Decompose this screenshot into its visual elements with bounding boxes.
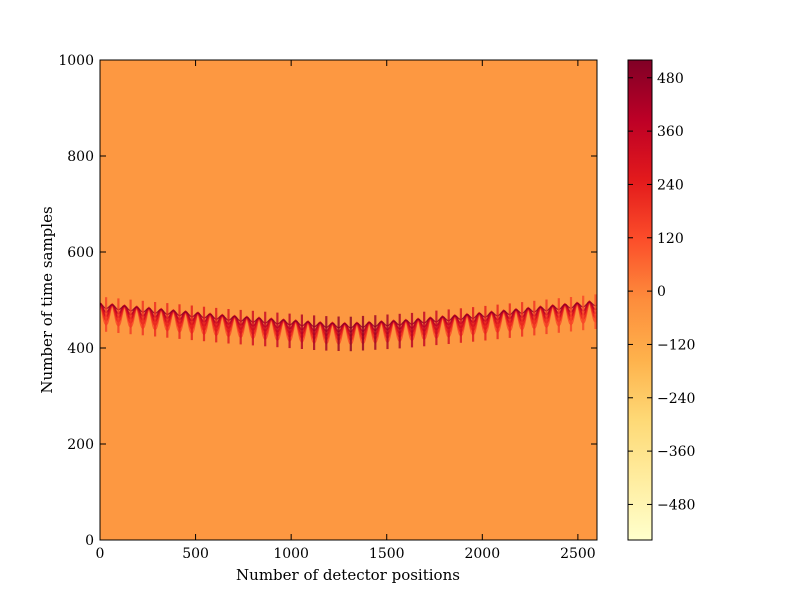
colorbar-frame [627, 59, 653, 541]
colorbar-tick-label: −360 [657, 444, 695, 460]
x-tick-label: 0 [96, 546, 105, 562]
x-axis-label: Number of detector positions [236, 566, 460, 584]
colorbar-tick-label: 0 [657, 284, 666, 300]
colorbar-tick-label: 360 [657, 124, 684, 140]
colorbar-tick-label: −240 [657, 391, 695, 407]
plot-background [100, 60, 597, 540]
x-tick-label: 2500 [560, 546, 596, 562]
colorbar: 480 360 240 120 0 −120 −240 −360 −480 [627, 59, 695, 541]
y-tick-label: 200 [67, 437, 94, 453]
x-tick-label: 500 [182, 546, 209, 562]
band-contour [100, 301, 597, 329]
colorbar-ticks: 480 360 240 120 0 −120 −240 −360 −480 [628, 71, 695, 513]
signal-band [100, 294, 597, 352]
x-tick-label: 1500 [369, 546, 405, 562]
y-tick-label: 1000 [58, 53, 94, 69]
x-tick-label: 2000 [464, 546, 500, 562]
colorbar-tick-label: −120 [657, 337, 695, 353]
y-tick-label: 0 [85, 533, 94, 549]
plot-area [99, 59, 598, 541]
y-tick-label: 400 [67, 341, 94, 357]
colorbar-tick-label: 120 [657, 231, 684, 247]
y-axis-label: Number of time samples [38, 206, 56, 393]
y-tick-label: 600 [67, 245, 94, 261]
y-axis: 0 200 400 600 800 1000 [58, 53, 597, 549]
colorbar-tick-label: 480 [657, 71, 684, 87]
colorbar-tick-label: 240 [657, 177, 684, 193]
x-tick-label: 1000 [273, 546, 309, 562]
colorbar-tick-label: −480 [657, 497, 695, 513]
plot-frame [99, 59, 598, 541]
x-axis: 0 500 1000 1500 2000 2500 [96, 60, 596, 562]
colorbar-gradient [628, 60, 652, 540]
y-tick-label: 800 [67, 149, 94, 165]
